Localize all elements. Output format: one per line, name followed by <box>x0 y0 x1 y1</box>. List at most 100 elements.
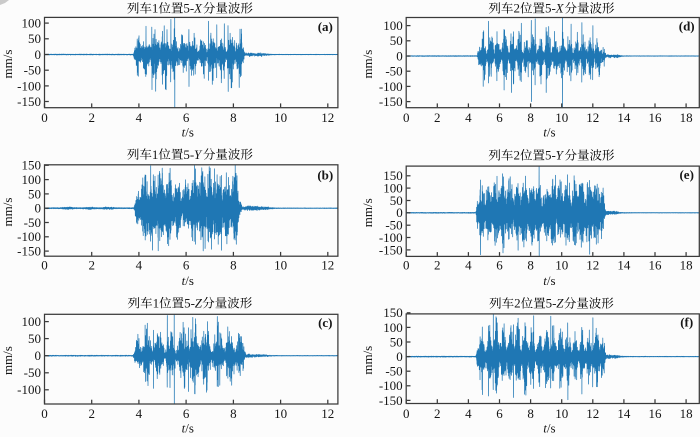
svg-text:50: 50 <box>390 193 403 208</box>
svg-text:50: 50 <box>28 31 41 46</box>
svg-text:10: 10 <box>555 258 568 273</box>
svg-text:t/s: t/s <box>543 421 555 436</box>
svg-text:0: 0 <box>41 110 48 125</box>
svg-text:6: 6 <box>496 110 503 125</box>
svg-text:t/s: t/s <box>182 273 194 288</box>
svg-text:5: 5 <box>184 295 191 310</box>
svg-text:18: 18 <box>680 110 693 125</box>
svg-text:-100: -100 <box>379 230 403 245</box>
svg-text:10: 10 <box>274 406 287 421</box>
svg-text:16: 16 <box>649 258 663 273</box>
svg-text:16: 16 <box>649 110 663 125</box>
svg-text:0: 0 <box>396 349 403 364</box>
svg-text:mm/s: mm/s <box>360 346 375 375</box>
svg-text:2: 2 <box>434 406 441 421</box>
svg-text:14: 14 <box>617 406 631 421</box>
svg-text:8: 8 <box>230 406 237 421</box>
svg-text:-150: -150 <box>17 94 41 109</box>
svg-text:Y: Y <box>194 147 203 162</box>
svg-text:(a): (a) <box>318 19 333 34</box>
svg-text:150: 150 <box>383 168 403 183</box>
svg-text:-50: -50 <box>24 63 41 78</box>
svg-text:1: 1 <box>152 147 159 162</box>
svg-text:8: 8 <box>230 258 237 273</box>
svg-text:18: 18 <box>680 406 693 421</box>
svg-text:4: 4 <box>136 406 143 421</box>
svg-text:-: - <box>191 295 195 310</box>
svg-text:1: 1 <box>153 295 160 310</box>
svg-text:2: 2 <box>88 110 95 125</box>
svg-text:6: 6 <box>183 406 190 421</box>
svg-text:8: 8 <box>230 110 237 125</box>
svg-text:5: 5 <box>183 147 190 162</box>
svg-text:-: - <box>552 296 556 311</box>
svg-text:t/s: t/s <box>182 124 194 139</box>
svg-text:10: 10 <box>555 110 568 125</box>
svg-text:12: 12 <box>586 258 599 273</box>
svg-text:Y: Y <box>556 148 565 163</box>
svg-text:-100: -100 <box>17 382 41 397</box>
svg-text:5: 5 <box>183 1 190 16</box>
svg-text:mm/s: mm/s <box>360 198 375 227</box>
svg-text:2: 2 <box>434 258 441 273</box>
svg-text:12: 12 <box>586 406 599 421</box>
svg-text:14: 14 <box>617 110 631 125</box>
svg-text:-100: -100 <box>17 229 41 244</box>
svg-text:8: 8 <box>527 258 534 273</box>
svg-text:0: 0 <box>35 348 42 363</box>
svg-text:-: - <box>552 1 556 16</box>
svg-text:Z: Z <box>556 296 564 311</box>
svg-text:8: 8 <box>527 406 534 421</box>
svg-text:-50: -50 <box>385 64 402 79</box>
svg-text:50: 50 <box>390 33 403 48</box>
svg-text:0: 0 <box>35 47 42 62</box>
svg-text:X: X <box>193 1 203 16</box>
svg-text:0: 0 <box>396 205 403 220</box>
svg-text:12: 12 <box>321 406 334 421</box>
svg-text:2: 2 <box>434 110 441 125</box>
svg-text:150: 150 <box>383 305 403 320</box>
svg-text:1: 1 <box>152 1 159 16</box>
svg-text:16: 16 <box>649 406 663 421</box>
svg-text:10: 10 <box>555 406 568 421</box>
svg-text:4: 4 <box>136 110 143 125</box>
svg-text:14: 14 <box>617 258 631 273</box>
svg-text:-150: -150 <box>379 393 403 408</box>
svg-text:6: 6 <box>496 258 503 273</box>
svg-text:t/s: t/s <box>543 273 555 288</box>
svg-text:100: 100 <box>22 16 42 31</box>
svg-text:-100: -100 <box>17 78 41 93</box>
svg-text:Z: Z <box>195 295 203 310</box>
svg-text:6: 6 <box>496 406 503 421</box>
svg-text:-50: -50 <box>385 364 402 379</box>
svg-text:2: 2 <box>88 406 95 421</box>
svg-text:2: 2 <box>514 1 521 16</box>
svg-text:2: 2 <box>88 258 95 273</box>
svg-text:2: 2 <box>514 296 521 311</box>
svg-text:150: 150 <box>22 158 42 173</box>
svg-text:0: 0 <box>41 406 48 421</box>
svg-text:(f): (f) <box>680 314 693 329</box>
svg-text:-100: -100 <box>379 378 403 393</box>
svg-text:mm/s: mm/s <box>0 346 15 375</box>
svg-text:(b): (b) <box>317 167 333 182</box>
svg-text:mm/s: mm/s <box>360 50 375 79</box>
svg-text:0: 0 <box>403 110 410 125</box>
svg-text:-100: -100 <box>379 79 403 94</box>
svg-text:100: 100 <box>383 18 403 33</box>
svg-text:mm/s: mm/s <box>0 198 15 227</box>
svg-text:-50: -50 <box>24 365 41 380</box>
svg-text:12: 12 <box>321 110 334 125</box>
svg-text:mm/s: mm/s <box>0 50 15 79</box>
svg-text:-150: -150 <box>17 244 41 259</box>
svg-text:(d): (d) <box>679 19 695 34</box>
svg-text:-150: -150 <box>379 242 403 257</box>
svg-text:12: 12 <box>321 258 334 273</box>
svg-text:50: 50 <box>28 186 41 201</box>
svg-text:100: 100 <box>383 320 403 335</box>
svg-text:-: - <box>552 148 556 163</box>
svg-text:6: 6 <box>183 258 190 273</box>
svg-text:100: 100 <box>22 314 42 329</box>
svg-text:X: X <box>555 1 565 16</box>
svg-text:18: 18 <box>680 258 693 273</box>
